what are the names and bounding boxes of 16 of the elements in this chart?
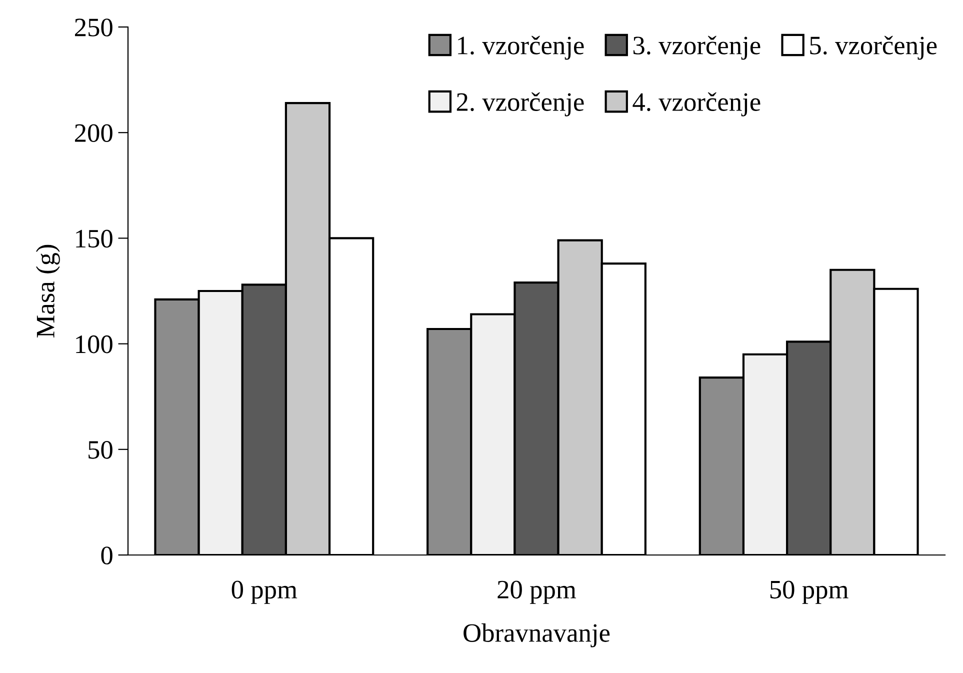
legend-label: 2. vzorčenje <box>456 92 584 116</box>
y-tick-label: 150 <box>76 230 112 248</box>
y-tick-label: 200 <box>74 124 112 142</box>
x-tick-label: 50 ppm <box>770 580 848 604</box>
y-tick-label: 50 <box>88 441 112 459</box>
x-tick-label: 20 ppm <box>498 580 576 604</box>
legend-label: 3. vzorčenje <box>633 36 760 60</box>
x-axis-title: Obravnavanje <box>464 623 610 648</box>
y-tick-label: 100 <box>76 335 112 354</box>
x-tick-label: 0 ppm <box>232 580 298 604</box>
y-tick-label: 250 <box>74 18 112 36</box>
y-axis-title: Masa (g) <box>36 244 60 338</box>
legend-label: 5. vzorčenje <box>810 36 937 60</box>
y-tick-label: 0 <box>101 546 112 564</box>
legend-label: 4. vzorčenje <box>632 92 760 116</box>
legend-label: 1. vzorčenje <box>458 36 584 60</box>
